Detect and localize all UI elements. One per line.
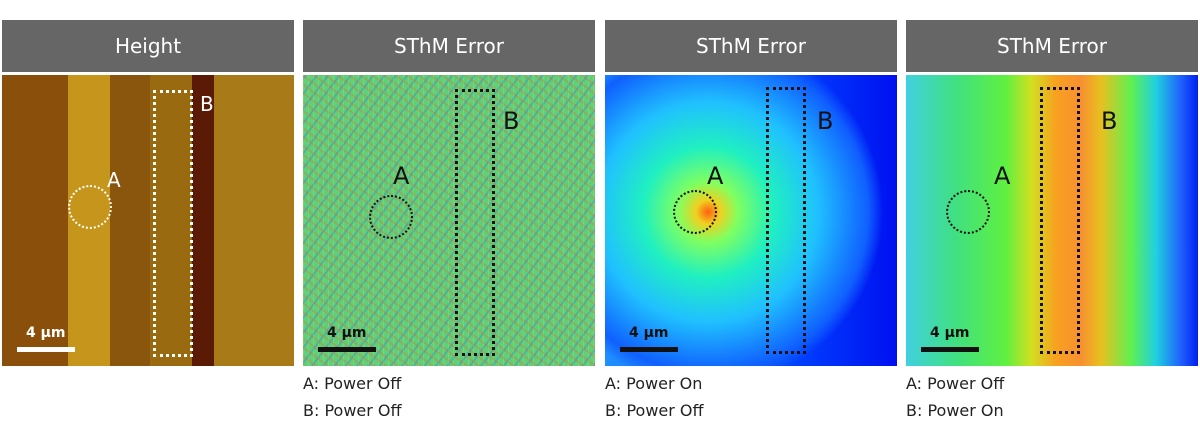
region-b-rect: [1040, 87, 1080, 354]
panel-title: SThM Error: [605, 20, 897, 72]
region-a-label: A: [393, 162, 410, 190]
region-b-label: B: [1101, 107, 1118, 135]
scale-bar: [17, 347, 75, 352]
height-map-image: A B 4 µm: [2, 75, 294, 366]
region-a-label: A: [994, 162, 1011, 190]
region-b-rect: [766, 87, 806, 354]
panel-sthm-3: SThM Error A B 4 µm A: Power Off B: Powe…: [906, 20, 1198, 420]
region-a-circle: [673, 190, 717, 234]
scale-label: 4 µm: [930, 325, 970, 341]
panel-title: SThM Error: [906, 20, 1198, 72]
scale-bar: [620, 347, 678, 352]
caption-a: A: Power On: [605, 374, 703, 393]
panel-height: Height A B 4 µm: [2, 20, 294, 366]
sthm-error-image: A B 4 µm: [605, 75, 897, 366]
region-a-label: A: [107, 168, 121, 192]
region-a-circle: [68, 185, 112, 229]
scale-label: 4 µm: [629, 325, 669, 341]
region-b-rect: [153, 90, 193, 357]
caption-b: B: Power Off: [605, 401, 704, 420]
panel-sthm-1: SThM Error A B 4 µm A: Power Off B: Powe…: [303, 20, 595, 420]
scale-bar: [921, 347, 979, 352]
panel-title: Height: [2, 20, 294, 72]
sthm-error-image: A B 4 µm: [303, 75, 595, 366]
region-a-label: A: [707, 162, 724, 190]
region-b-label: B: [503, 107, 520, 135]
region-b-label: B: [200, 92, 214, 116]
caption-a: A: Power Off: [303, 374, 402, 393]
sthm-error-image: A B 4 µm: [906, 75, 1198, 366]
caption-b: B: Power On: [906, 401, 1004, 420]
region-b-rect: [455, 89, 495, 356]
panel-title: SThM Error: [303, 20, 595, 72]
scale-label: 4 µm: [327, 325, 367, 341]
panel-sthm-2: SThM Error A B 4 µm A: Power On B: Power…: [605, 20, 897, 420]
scale-label: 4 µm: [26, 325, 66, 341]
caption-a: A: Power Off: [906, 374, 1005, 393]
region-a-circle: [369, 195, 413, 239]
scale-bar: [318, 347, 376, 352]
caption-b: B: Power Off: [303, 401, 402, 420]
region-a-circle: [946, 190, 990, 234]
region-b-label: B: [817, 107, 834, 135]
